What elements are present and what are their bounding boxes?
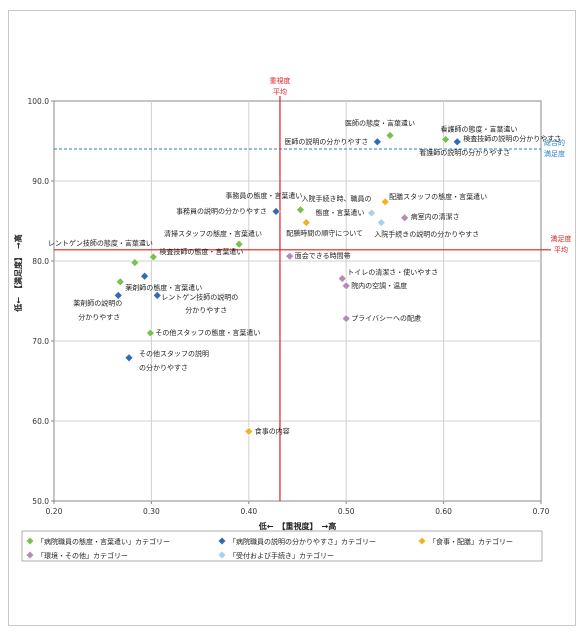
data-label: プライバシーへの配慮 xyxy=(351,314,421,323)
legend-label: 「環境・その他」カテゴリー xyxy=(37,551,128,560)
y-tick-label: 70.0 xyxy=(32,337,49,346)
data-point xyxy=(301,218,311,228)
data-point xyxy=(115,277,125,287)
data-label: 食事の内容 xyxy=(255,426,290,435)
data-point xyxy=(295,205,305,215)
data-label: その他スタッフの説明 xyxy=(139,349,209,358)
data-point xyxy=(140,271,150,281)
data-label: 配膳時間の順守について xyxy=(286,229,363,238)
x-tick-label: 0.40 xyxy=(240,507,257,516)
overall-satisfaction-label: 総合的 xyxy=(544,138,565,147)
data-point xyxy=(341,281,351,291)
x-tick-label: 0.20 xyxy=(46,507,63,516)
satisfaction-average-label: 平均 xyxy=(554,245,568,254)
legend xyxy=(21,530,543,562)
legend-marker xyxy=(218,551,226,559)
y-tick-label: 90.0 xyxy=(32,177,49,186)
legend-marker xyxy=(418,537,426,545)
data-point xyxy=(380,197,390,207)
scatter-chart: 50.0 60.0 70.0 80.0 90.0 100.0 0.20 0.30 0.40 0.5… xyxy=(13,76,572,562)
data-label: 検査技師の説明の分かりやすさ xyxy=(463,134,561,143)
y-tick-label: 100.0 xyxy=(28,97,50,106)
data-label: 配膳スタッフの態度・言葉遣い xyxy=(389,192,487,201)
data-point xyxy=(376,218,386,228)
plot-area xyxy=(53,100,542,502)
data-point xyxy=(341,314,351,324)
data-label: 入院手続き時、職員の xyxy=(302,194,372,203)
data-point xyxy=(271,206,281,216)
legend-label: 「病院職員の説明の分かりやすさ」カテゴリー xyxy=(229,537,376,546)
data-label: レントゲン技師の説明の xyxy=(161,292,238,301)
data-point xyxy=(130,258,140,268)
data-point xyxy=(400,213,410,223)
chart-frame: 50.0 60.0 70.0 80.0 90.0 100.0 0.20 0.30 0.40 0.5… xyxy=(8,10,576,626)
data-label: 入院手続きの説明の分かりやすさ xyxy=(374,230,479,239)
data-point xyxy=(234,239,244,249)
data-point xyxy=(152,290,162,300)
data-label: の分かりやすさ xyxy=(139,363,188,372)
x-tick-label: 0.30 xyxy=(143,507,160,516)
data-label: 態度・言葉遣い xyxy=(316,208,365,217)
data-label: 病室内の清潔さ xyxy=(411,212,460,221)
importance-average-label: 平均 xyxy=(273,87,287,96)
x-axis-title: 低← 【重視度】 →高 xyxy=(258,521,336,531)
data-point xyxy=(385,130,395,140)
data-label: トイレの清潔さ・使いやすさ xyxy=(347,268,438,277)
satisfaction-average-label: 満足度 xyxy=(551,234,572,243)
data-label: 看護師の説明の分かりやすさ xyxy=(419,148,510,157)
data-point xyxy=(372,137,382,147)
data-label: 事務員の説明の分かりやすさ xyxy=(176,206,267,215)
y-tick-label: 60.0 xyxy=(32,417,49,426)
data-label: レントゲン技師の態度・言葉遣い xyxy=(48,239,153,248)
data-label: 薬剤師の態度・言葉遣い xyxy=(125,283,202,292)
data-point xyxy=(285,251,295,261)
data-point xyxy=(124,353,134,363)
x-tick-label: 0.60 xyxy=(435,507,452,516)
data-label: 医師の態度・言葉遣い xyxy=(345,118,415,127)
data-label: 分かりやすさ xyxy=(78,312,120,321)
legend-label: 「受付および手続き」カテゴリー xyxy=(229,551,334,560)
legend-marker xyxy=(26,551,34,559)
data-label: 検査技師の態度・言葉遣い xyxy=(159,247,243,256)
data-point xyxy=(146,328,155,338)
y-tick-label: 50.0 xyxy=(32,497,49,506)
x-tick-label: 0.70 xyxy=(533,507,550,516)
data-point xyxy=(337,274,347,284)
y-axis-title: 低← 【満足度】 →高 xyxy=(13,234,23,312)
data-label: 面会できる時間帯 xyxy=(295,251,351,260)
legend-marker xyxy=(26,537,34,545)
data-label: 院内の空調・温度 xyxy=(351,281,407,290)
data-label: 分かりやすさ xyxy=(185,305,227,314)
legend-label: 「食事・配膳」カテゴリー xyxy=(429,537,513,546)
data-point xyxy=(441,134,450,144)
data-label: 医師の説明の分かりやすさ xyxy=(284,137,368,146)
y-tick-label: 80.0 xyxy=(32,257,49,266)
data-label: 清掃スタッフの態度・言葉遣い xyxy=(164,229,262,238)
legend-marker xyxy=(218,537,226,545)
data-label: その他スタッフの態度・言葉遣い xyxy=(155,328,260,337)
overall-satisfaction-label: 満足度 xyxy=(544,149,565,158)
data-point xyxy=(244,426,254,436)
data-point xyxy=(452,137,462,147)
data-point xyxy=(148,252,158,262)
x-tick-label: 0.50 xyxy=(338,507,355,516)
data-label: 薬剤師の説明の xyxy=(73,298,122,307)
data-label: 事務員の態度・言葉遣い xyxy=(225,191,302,200)
data-point xyxy=(113,290,123,300)
data-point xyxy=(367,208,376,218)
importance-average-label: 重視度 xyxy=(269,76,290,85)
legend-label: 「病院職員の態度・言葉遣い」カテゴリー xyxy=(37,537,170,546)
data-label: 看護師の態度・言葉遣い xyxy=(441,124,518,133)
